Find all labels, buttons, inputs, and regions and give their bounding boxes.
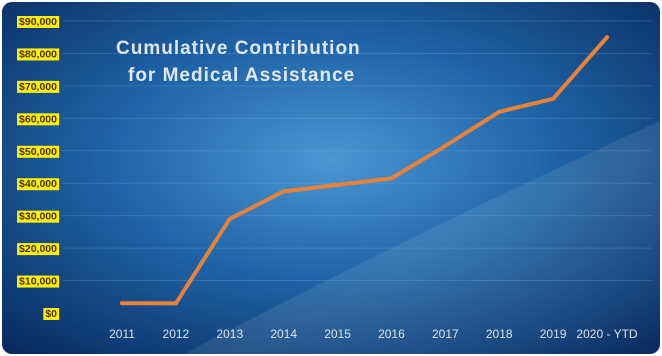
- chart-title: Cumulative Contribution for Medical Assi…: [116, 38, 361, 86]
- data-point: [227, 216, 232, 221]
- y-tick-highlight: [17, 243, 60, 256]
- x-tick-label: 2018: [486, 327, 513, 341]
- data-point: [281, 189, 286, 194]
- y-tick: $20,000: [17, 243, 60, 256]
- data-point: [551, 96, 556, 101]
- y-tick-highlight: [43, 308, 60, 320]
- y-tick: $50,000: [17, 145, 60, 158]
- gridlines: [62, 20, 652, 282]
- x-tick-label: 2013: [216, 327, 243, 341]
- y-tick-label: $20,000: [19, 243, 57, 255]
- y-axis-ticks: $0 $10,000 $20,000 $30,000 $40,000 $50,000 $60…: [17, 16, 60, 320]
- y-tick-label: $80,000: [19, 48, 57, 60]
- y-tick-highlight: [17, 275, 60, 288]
- x-tick-label: 2012: [163, 327, 190, 341]
- data-point: [443, 143, 448, 148]
- y-tick: $40,000: [17, 178, 60, 191]
- x-tick-label: 2017: [432, 327, 459, 341]
- data-point: [497, 109, 502, 114]
- y-tick-label: $30,000: [19, 211, 57, 223]
- data-point: [605, 35, 609, 40]
- chart-title-line-2: for Medical Assistance: [128, 65, 355, 86]
- chart-title-line-1: Cumulative Contribution: [116, 38, 361, 59]
- x-axis-ticks: 2011 2012 2013 2014 2015 2016 2017 2018 2019 2020…: [109, 327, 638, 341]
- series-contribution: [120, 35, 609, 306]
- data-point: [335, 182, 340, 187]
- y-tick-label: $90,000: [19, 16, 57, 28]
- y-tick: $90,000: [17, 16, 60, 28]
- y-tick: $70,000: [17, 80, 60, 93]
- data-point: [173, 301, 178, 306]
- x-tick-label: 2019: [540, 327, 567, 341]
- y-tick-highlight: [17, 80, 60, 93]
- series-line: [120, 35, 609, 306]
- background-sheen: [180, 120, 662, 356]
- y-tick-highlight: [17, 145, 60, 158]
- data-point: [389, 176, 394, 181]
- x-tick-label: 2011: [109, 327, 135, 341]
- y-tick-label: $10,000: [19, 276, 57, 288]
- y-tick-highlight: [17, 178, 60, 191]
- y-tick-label: $0: [45, 308, 57, 320]
- y-tick-highlight: [17, 16, 60, 28]
- y-tick: $30,000: [17, 210, 60, 223]
- y-tick-highlight: [17, 210, 60, 223]
- y-tick: $10,000: [17, 275, 60, 288]
- y-tick-label: $50,000: [19, 146, 57, 158]
- y-tick-highlight: [17, 113, 60, 126]
- y-tick: $0: [43, 308, 60, 320]
- y-tick-label: $70,000: [19, 81, 57, 93]
- y-tick-label: $40,000: [19, 178, 57, 190]
- data-point: [120, 301, 124, 306]
- y-tick: $80,000: [17, 48, 60, 61]
- x-tick-label: 2015: [324, 327, 351, 341]
- y-tick-highlight: [17, 48, 60, 61]
- y-tick-label: $60,000: [19, 113, 57, 125]
- x-tick-label: 2016: [378, 327, 405, 341]
- x-tick-label: 2014: [270, 327, 297, 341]
- y-tick: $60,000: [17, 113, 60, 126]
- x-tick-label: 2020 - YTD: [576, 327, 637, 341]
